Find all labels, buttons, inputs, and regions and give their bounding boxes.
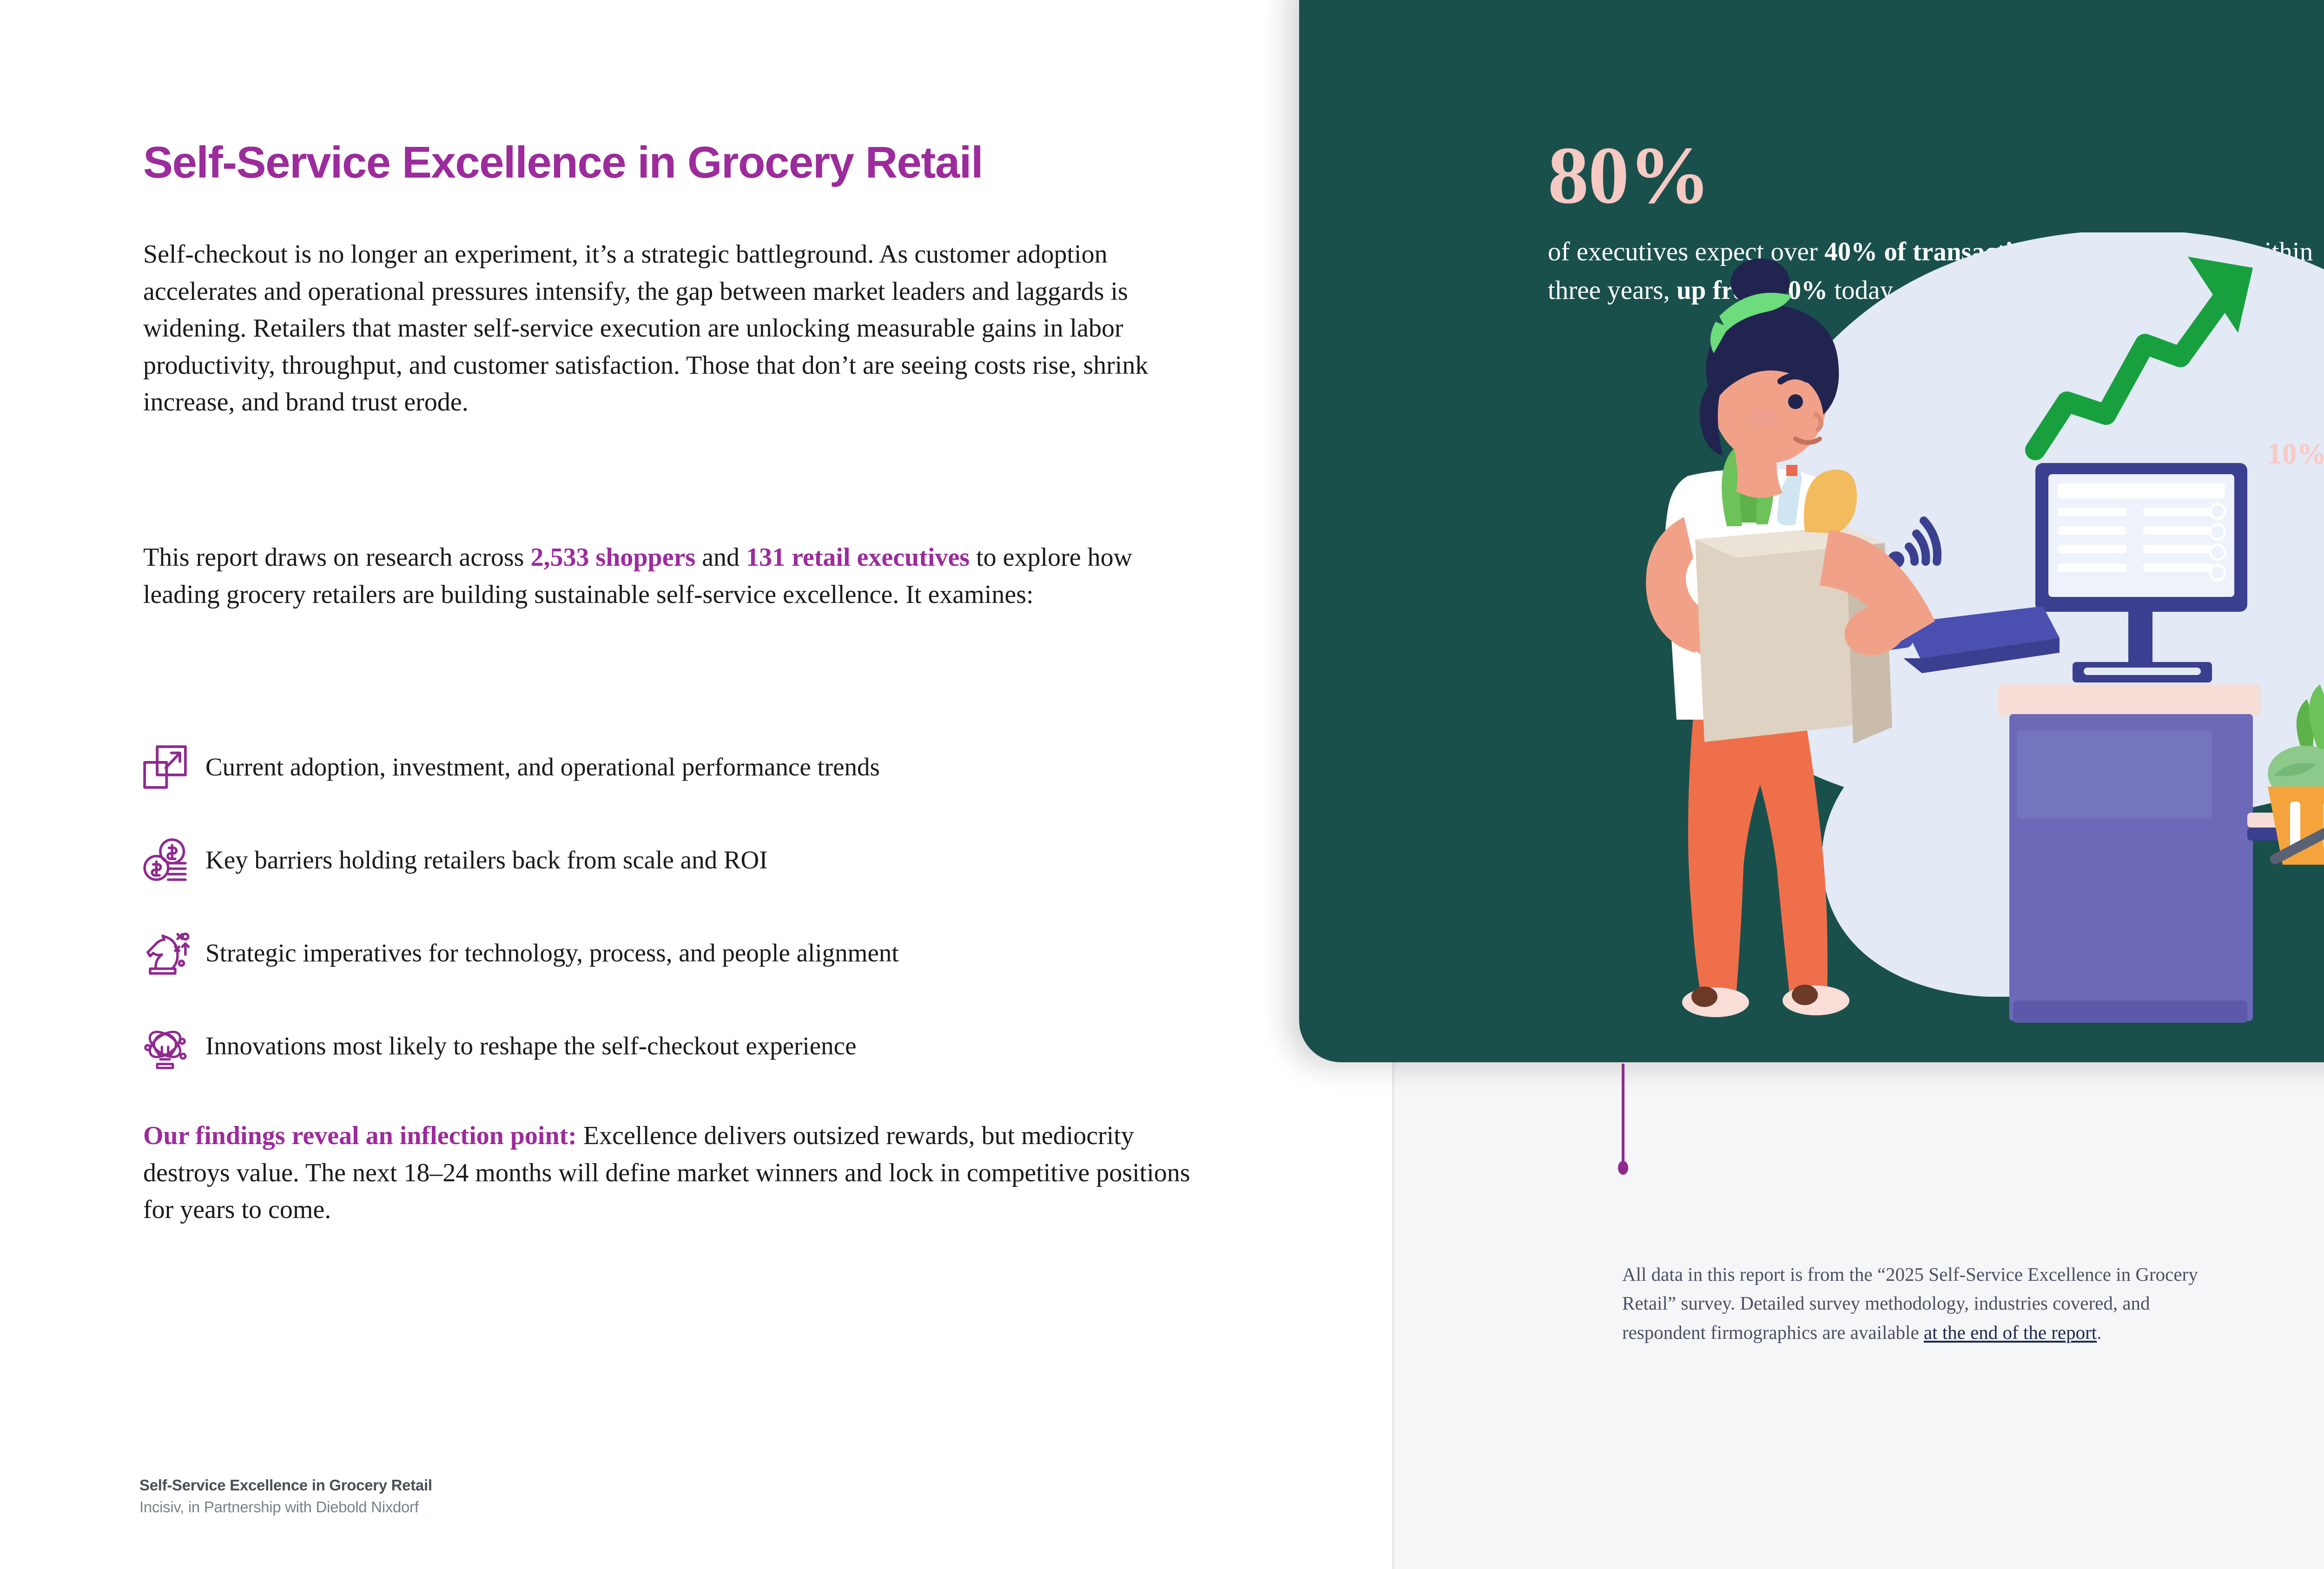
footer-attribution: Incisiv, in Partnership with Diebold Nix… <box>139 1498 419 1516</box>
research-tail: to explore how leading grocery retailers… <box>143 543 1133 609</box>
basket-handle <box>2270 828 2324 864</box>
research-conjunction: and <box>695 543 746 572</box>
cagr-annotation-label: 10% CAGR <box>2267 437 2324 470</box>
chess-knight-icon <box>135 923 195 983</box>
page-title: Self-Service Excellence in Grocery Retai… <box>143 138 984 187</box>
nfc-signal-icon <box>1888 516 1941 568</box>
findings-lead: Our findings reveal an inflection point: <box>143 1121 577 1150</box>
headband <box>1719 292 1792 331</box>
data-source-footnote: All data in this report is from the “202… <box>1622 1260 2212 1347</box>
footnote-connector-line <box>1622 1064 1624 1165</box>
end-of-report-link[interactable]: at the end of the report <box>1923 1321 2097 1343</box>
hero-stat-panel: 80% of executives expect over 40% of tra… <box>1299 0 2324 1062</box>
research-scope-paragraph: This report draws on research across 2,5… <box>143 539 1198 613</box>
growth-chart-icon <box>135 737 195 797</box>
innovation-bulb-icon <box>135 1016 195 1076</box>
list-item-label: Strategic imperatives for technology, pr… <box>205 939 899 967</box>
hero-headline-stat: 80% <box>1548 130 1710 221</box>
footer-report-title: Self-Service Excellence in Grocery Retai… <box>139 1476 432 1494</box>
findings-paragraph: Our findings reveal an inflection point:… <box>143 1118 1198 1229</box>
findings-tail: Excellence delivers outsized rewards, bu… <box>143 1121 1190 1225</box>
shopper-pants <box>1688 716 1828 999</box>
nose <box>1814 412 1823 432</box>
report-contents-list: Current adoption, investment, and operat… <box>135 721 1250 1092</box>
self-checkout-kiosk <box>1998 463 2324 1023</box>
bag-bottle <box>1777 470 1802 526</box>
list-item: Key barriers holding retailers back from… <box>135 814 1250 907</box>
eye <box>1788 394 1803 409</box>
list-item: Current adoption, investment, and operat… <box>135 721 1250 814</box>
mouth <box>1793 437 1822 445</box>
grocery-basket <box>2268 684 2324 865</box>
list-item: Innovations most likely to reshape the s… <box>135 1000 1250 1092</box>
arm-left <box>1646 517 1712 653</box>
intro-paragraph: Self-checkout is no longer an experiment… <box>143 240 1149 417</box>
arrow-head <box>2188 257 2253 333</box>
cheek-blush <box>1747 410 1777 427</box>
eyebrow <box>1777 373 1810 384</box>
coins-icon <box>135 830 195 890</box>
shopper-figure <box>1646 258 1935 1017</box>
rising-green-arrow <box>2025 280 2239 460</box>
hand-right <box>1844 605 1907 655</box>
list-item-label: Key barriers holding retailers back from… <box>205 846 768 874</box>
page-footer: Self-Service Excellence in Grocery Retai… <box>139 1475 432 1518</box>
counter-top <box>1998 684 2260 716</box>
list-item-label: Innovations most likely to reshape the s… <box>205 1032 857 1060</box>
left-content-column: Self-Service Excellence in Grocery Retai… <box>135 138 1250 1518</box>
list-item: Strategic imperatives for technology, pr… <box>135 907 1250 1000</box>
stat-executives: 131 retail executives <box>746 543 970 572</box>
footnote-text-part-1: All data in this report is from the “202… <box>1622 1264 2198 1343</box>
arm-right <box>1820 530 1935 645</box>
bag-bread <box>1804 470 1857 534</box>
grocery-bag <box>1695 526 1855 742</box>
hair <box>1706 305 1839 415</box>
footnote-text-part-2: . <box>2097 1321 2102 1343</box>
footnote-connector-dot <box>1618 1161 1628 1175</box>
research-lead: This report draws on research across <box>143 543 531 572</box>
self-checkout-shopper-illustration <box>1597 232 2324 1023</box>
list-item-label: Current adoption, investment, and operat… <box>205 753 880 781</box>
stat-shoppers: 2,533 shoppers <box>530 543 696 572</box>
